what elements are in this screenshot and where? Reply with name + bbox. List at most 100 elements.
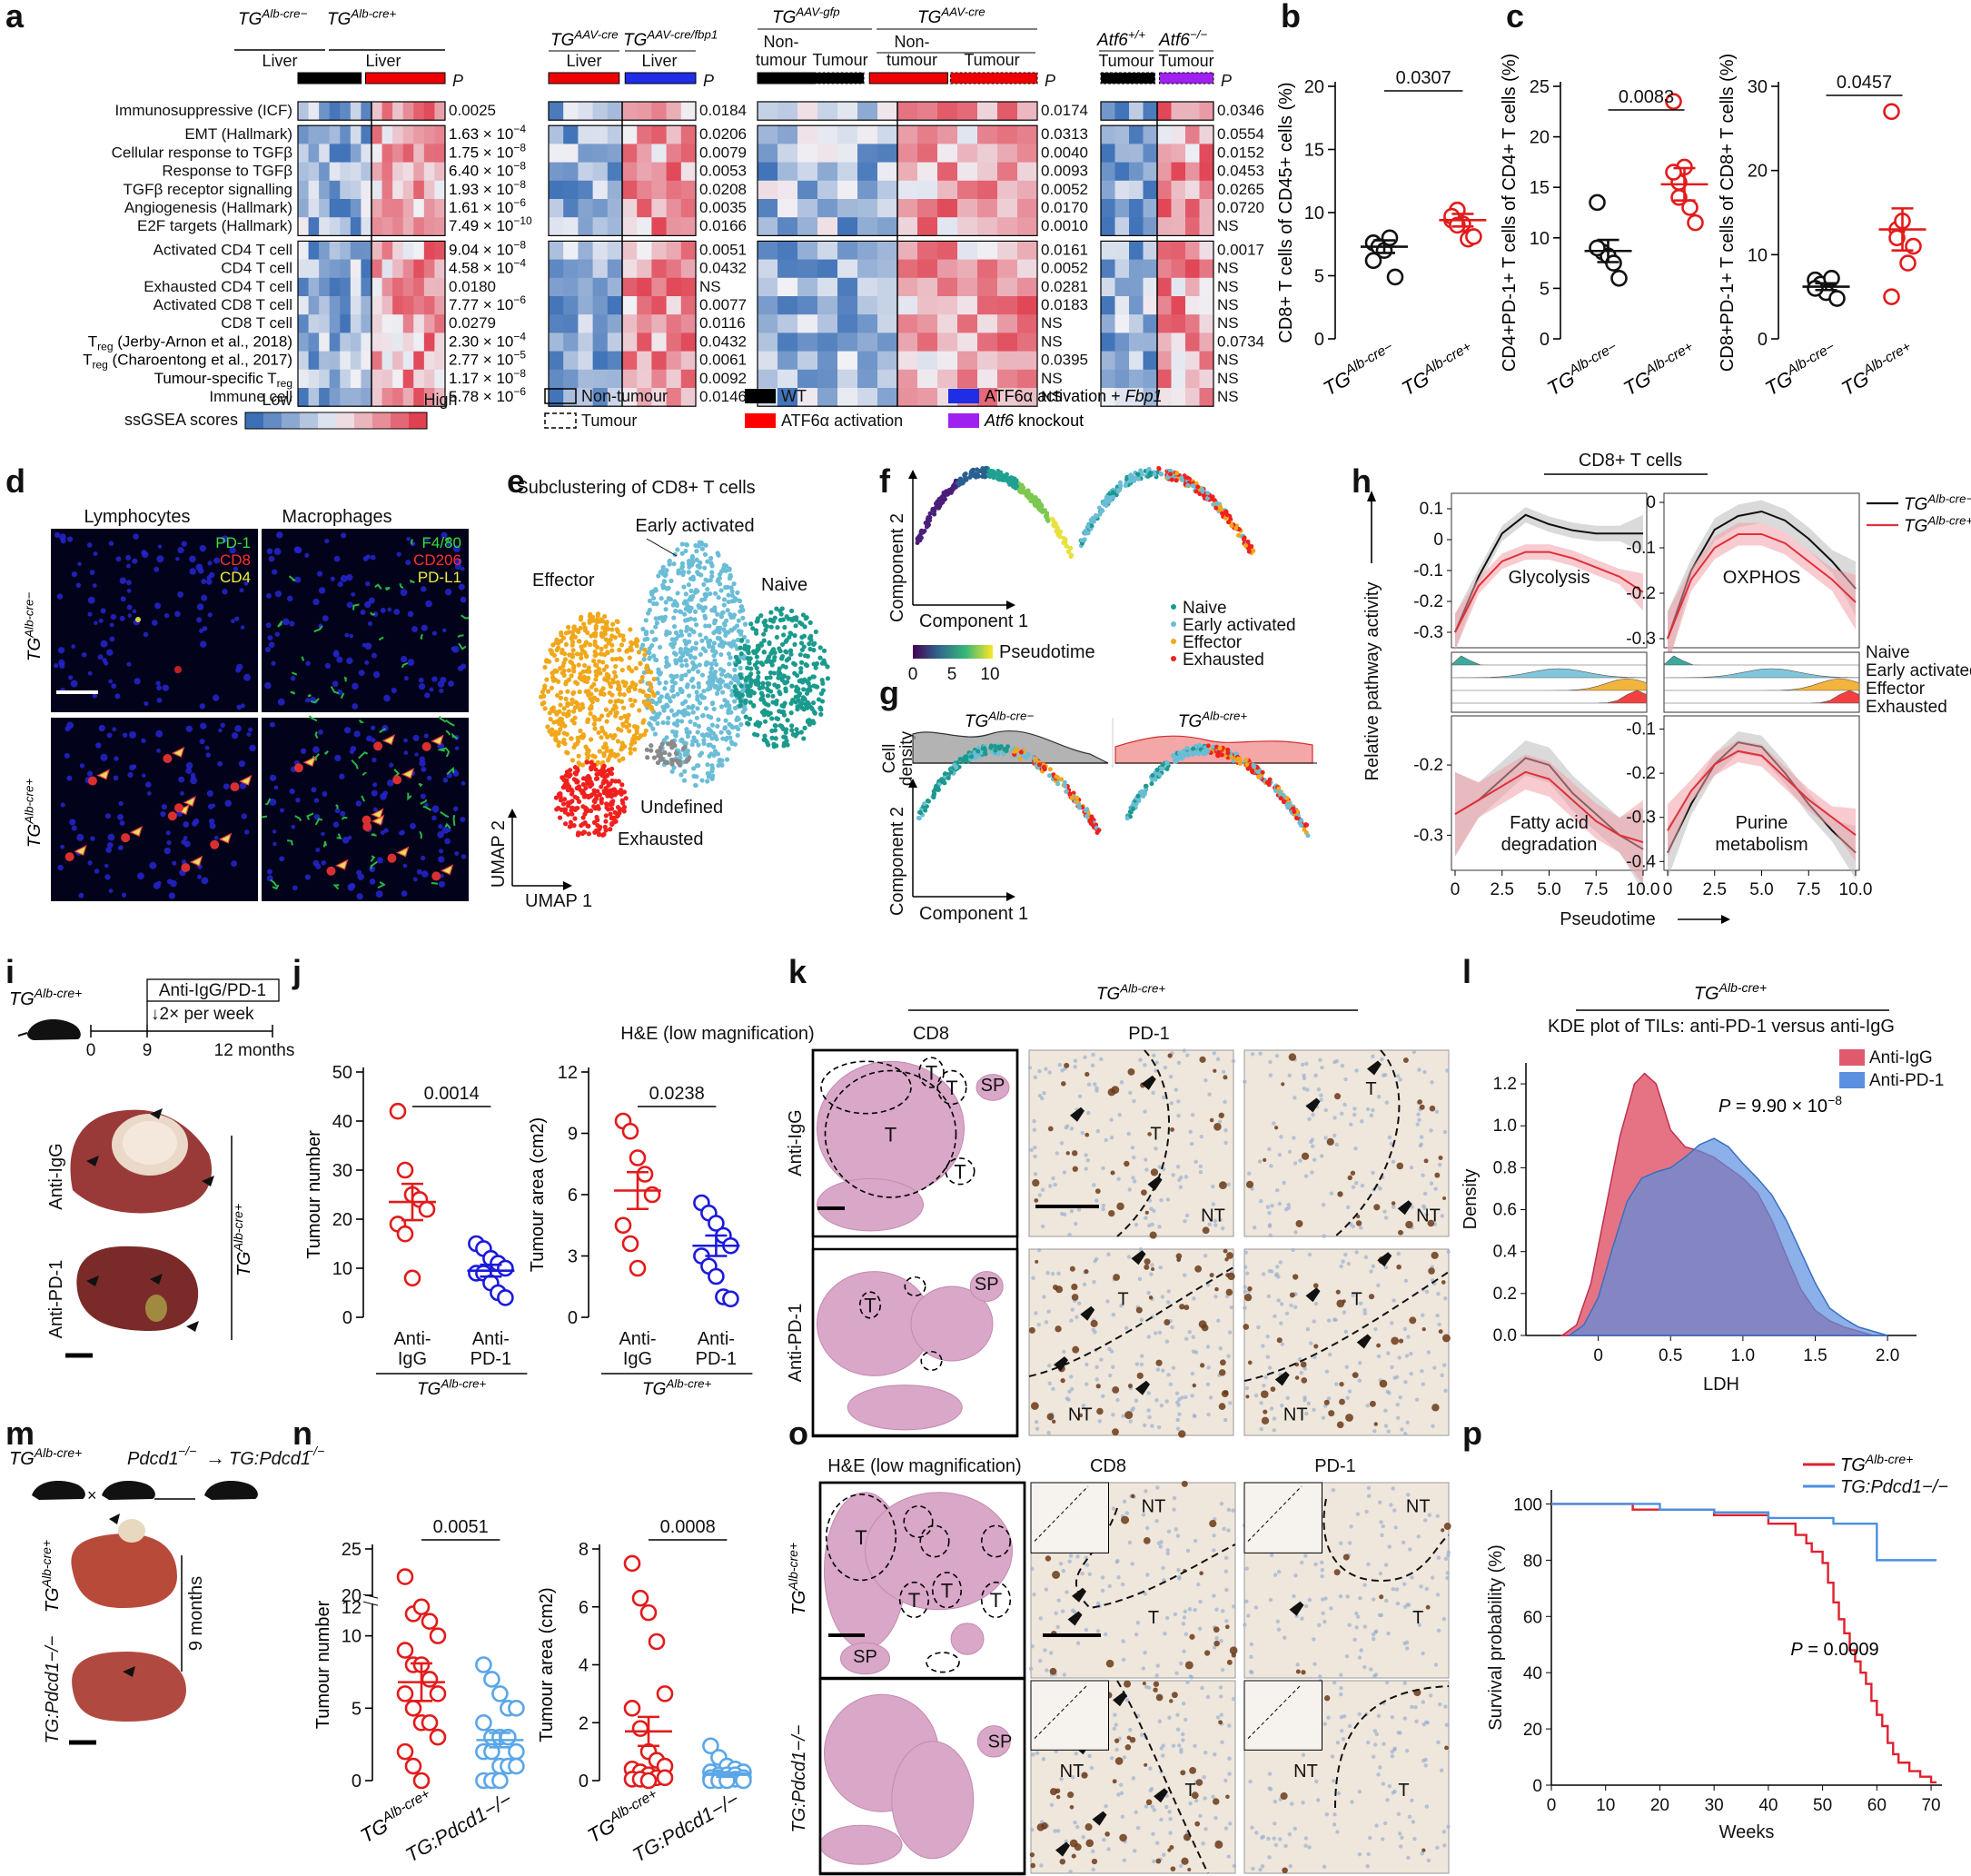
umap-point [600, 770, 606, 776]
heatmap-cell [592, 102, 609, 121]
umap-point [556, 730, 561, 736]
heatmap-cell [1017, 333, 1038, 352]
heatmap-cell [392, 125, 404, 144]
heatmap-cell [340, 369, 352, 389]
heatmap-cell [607, 180, 623, 200]
heatmap-cell [1185, 277, 1200, 297]
heatmap-cell [622, 180, 638, 200]
umap-point [570, 651, 575, 658]
umap-point [565, 788, 571, 793]
umap-point [547, 710, 552, 716]
umap-point [663, 607, 669, 612]
he-tissue [910, 1285, 994, 1362]
heatmap-cell [666, 388, 682, 407]
umap-point [642, 652, 648, 658]
data-point [508, 1700, 525, 1717]
genotype-label: TGAlb-cre+ [327, 6, 397, 29]
heatmap-cell [937, 351, 958, 371]
heatmap-cell [778, 144, 798, 164]
y-axis-label: CD8+PD-1+ T cells of CD8+ T cells (%) [1718, 54, 1738, 372]
heatmap-cell [350, 314, 362, 333]
genotype-label: TGAlb-cre+ [1904, 513, 1971, 536]
umap-point [812, 640, 817, 646]
data-point [621, 1235, 639, 1253]
umap-point [732, 677, 738, 683]
umap-point [761, 631, 767, 637]
umap-point [663, 680, 669, 685]
y-tick-label: 0 [1433, 531, 1443, 550]
umap-point [690, 660, 696, 665]
group-color-bar [757, 72, 815, 84]
umap-point [709, 769, 715, 774]
umap-point [669, 708, 675, 713]
y-tick-label: 0 [1646, 493, 1656, 512]
heatmap-cell [666, 144, 682, 164]
umap-point [701, 738, 707, 743]
x-tick-label: 60 [1867, 1796, 1887, 1815]
umap-point [699, 597, 705, 603]
umap-point [569, 701, 574, 707]
heatmap-cell [1114, 144, 1130, 164]
heatmap-cell [622, 314, 638, 333]
umap-point [699, 732, 706, 738]
heatmap-cell [607, 277, 623, 297]
y-tick-label: 4 [579, 1656, 589, 1676]
umap-point [580, 815, 586, 820]
heatmap-cell [1157, 102, 1172, 121]
umap-point [589, 808, 594, 814]
heatmap-cell [563, 277, 579, 297]
genotype-label: TGAlb-cre− [1760, 339, 1842, 400]
umap-point [669, 761, 675, 767]
heatmap-cell [1185, 180, 1200, 200]
trajectory-point [936, 503, 942, 509]
p-value: NS [1217, 352, 1239, 369]
umap-point [728, 573, 733, 579]
pathway-curve [1667, 533, 1857, 640]
umap-point [711, 744, 717, 749]
umap-point [655, 720, 660, 726]
text-label: Early activated [1866, 661, 1971, 680]
heatmap-row-label: Angiogenesis (Hallmark) [124, 199, 292, 216]
heatmap-cell [1157, 388, 1172, 407]
umap-point [807, 620, 813, 625]
umap-point [782, 673, 787, 679]
heatmap-cell [361, 217, 372, 236]
heatmap-cell [592, 217, 609, 236]
umap-point [706, 742, 711, 748]
scale-swatch [263, 412, 282, 429]
umap-point [813, 629, 818, 635]
umap-point [604, 719, 609, 724]
heatmap-cell [680, 199, 697, 218]
umap-point [768, 670, 774, 676]
trajectory-point [937, 497, 943, 502]
heatmap-cell [350, 217, 362, 236]
heatmap-cell [298, 144, 310, 164]
heatmap-cell [797, 369, 818, 389]
trajectory-point [942, 493, 947, 499]
trajectory-point [1130, 477, 1135, 482]
umap-point [789, 728, 795, 733]
p-value: 0.0116 [699, 314, 746, 332]
heatmap-cell [957, 333, 978, 352]
p-value: 0.0010 [1041, 217, 1088, 234]
umap-point [728, 643, 734, 649]
x-tick-label: 5.0 [1537, 880, 1560, 899]
text-label: 0 [86, 1041, 96, 1060]
umap-point [773, 723, 778, 729]
heatmap-cell [308, 351, 320, 371]
umap-point [727, 721, 732, 727]
p-value: NS [699, 278, 721, 295]
heatmap-cell [937, 125, 958, 144]
heatmap-cell [423, 199, 435, 218]
heatmap-cell [298, 388, 310, 407]
heatmap-cell [1129, 199, 1144, 218]
umap-point [726, 592, 731, 598]
heatmap-cell [1157, 259, 1172, 279]
svg-text:P = 9.90 × 10−8: P = 9.90 × 10−8 [1718, 1093, 1842, 1117]
umap-point [675, 719, 680, 724]
heatmap-cell [434, 333, 446, 352]
data-point [1465, 228, 1482, 245]
text-label: T [1184, 1781, 1195, 1801]
heatmap-cell [877, 388, 898, 407]
